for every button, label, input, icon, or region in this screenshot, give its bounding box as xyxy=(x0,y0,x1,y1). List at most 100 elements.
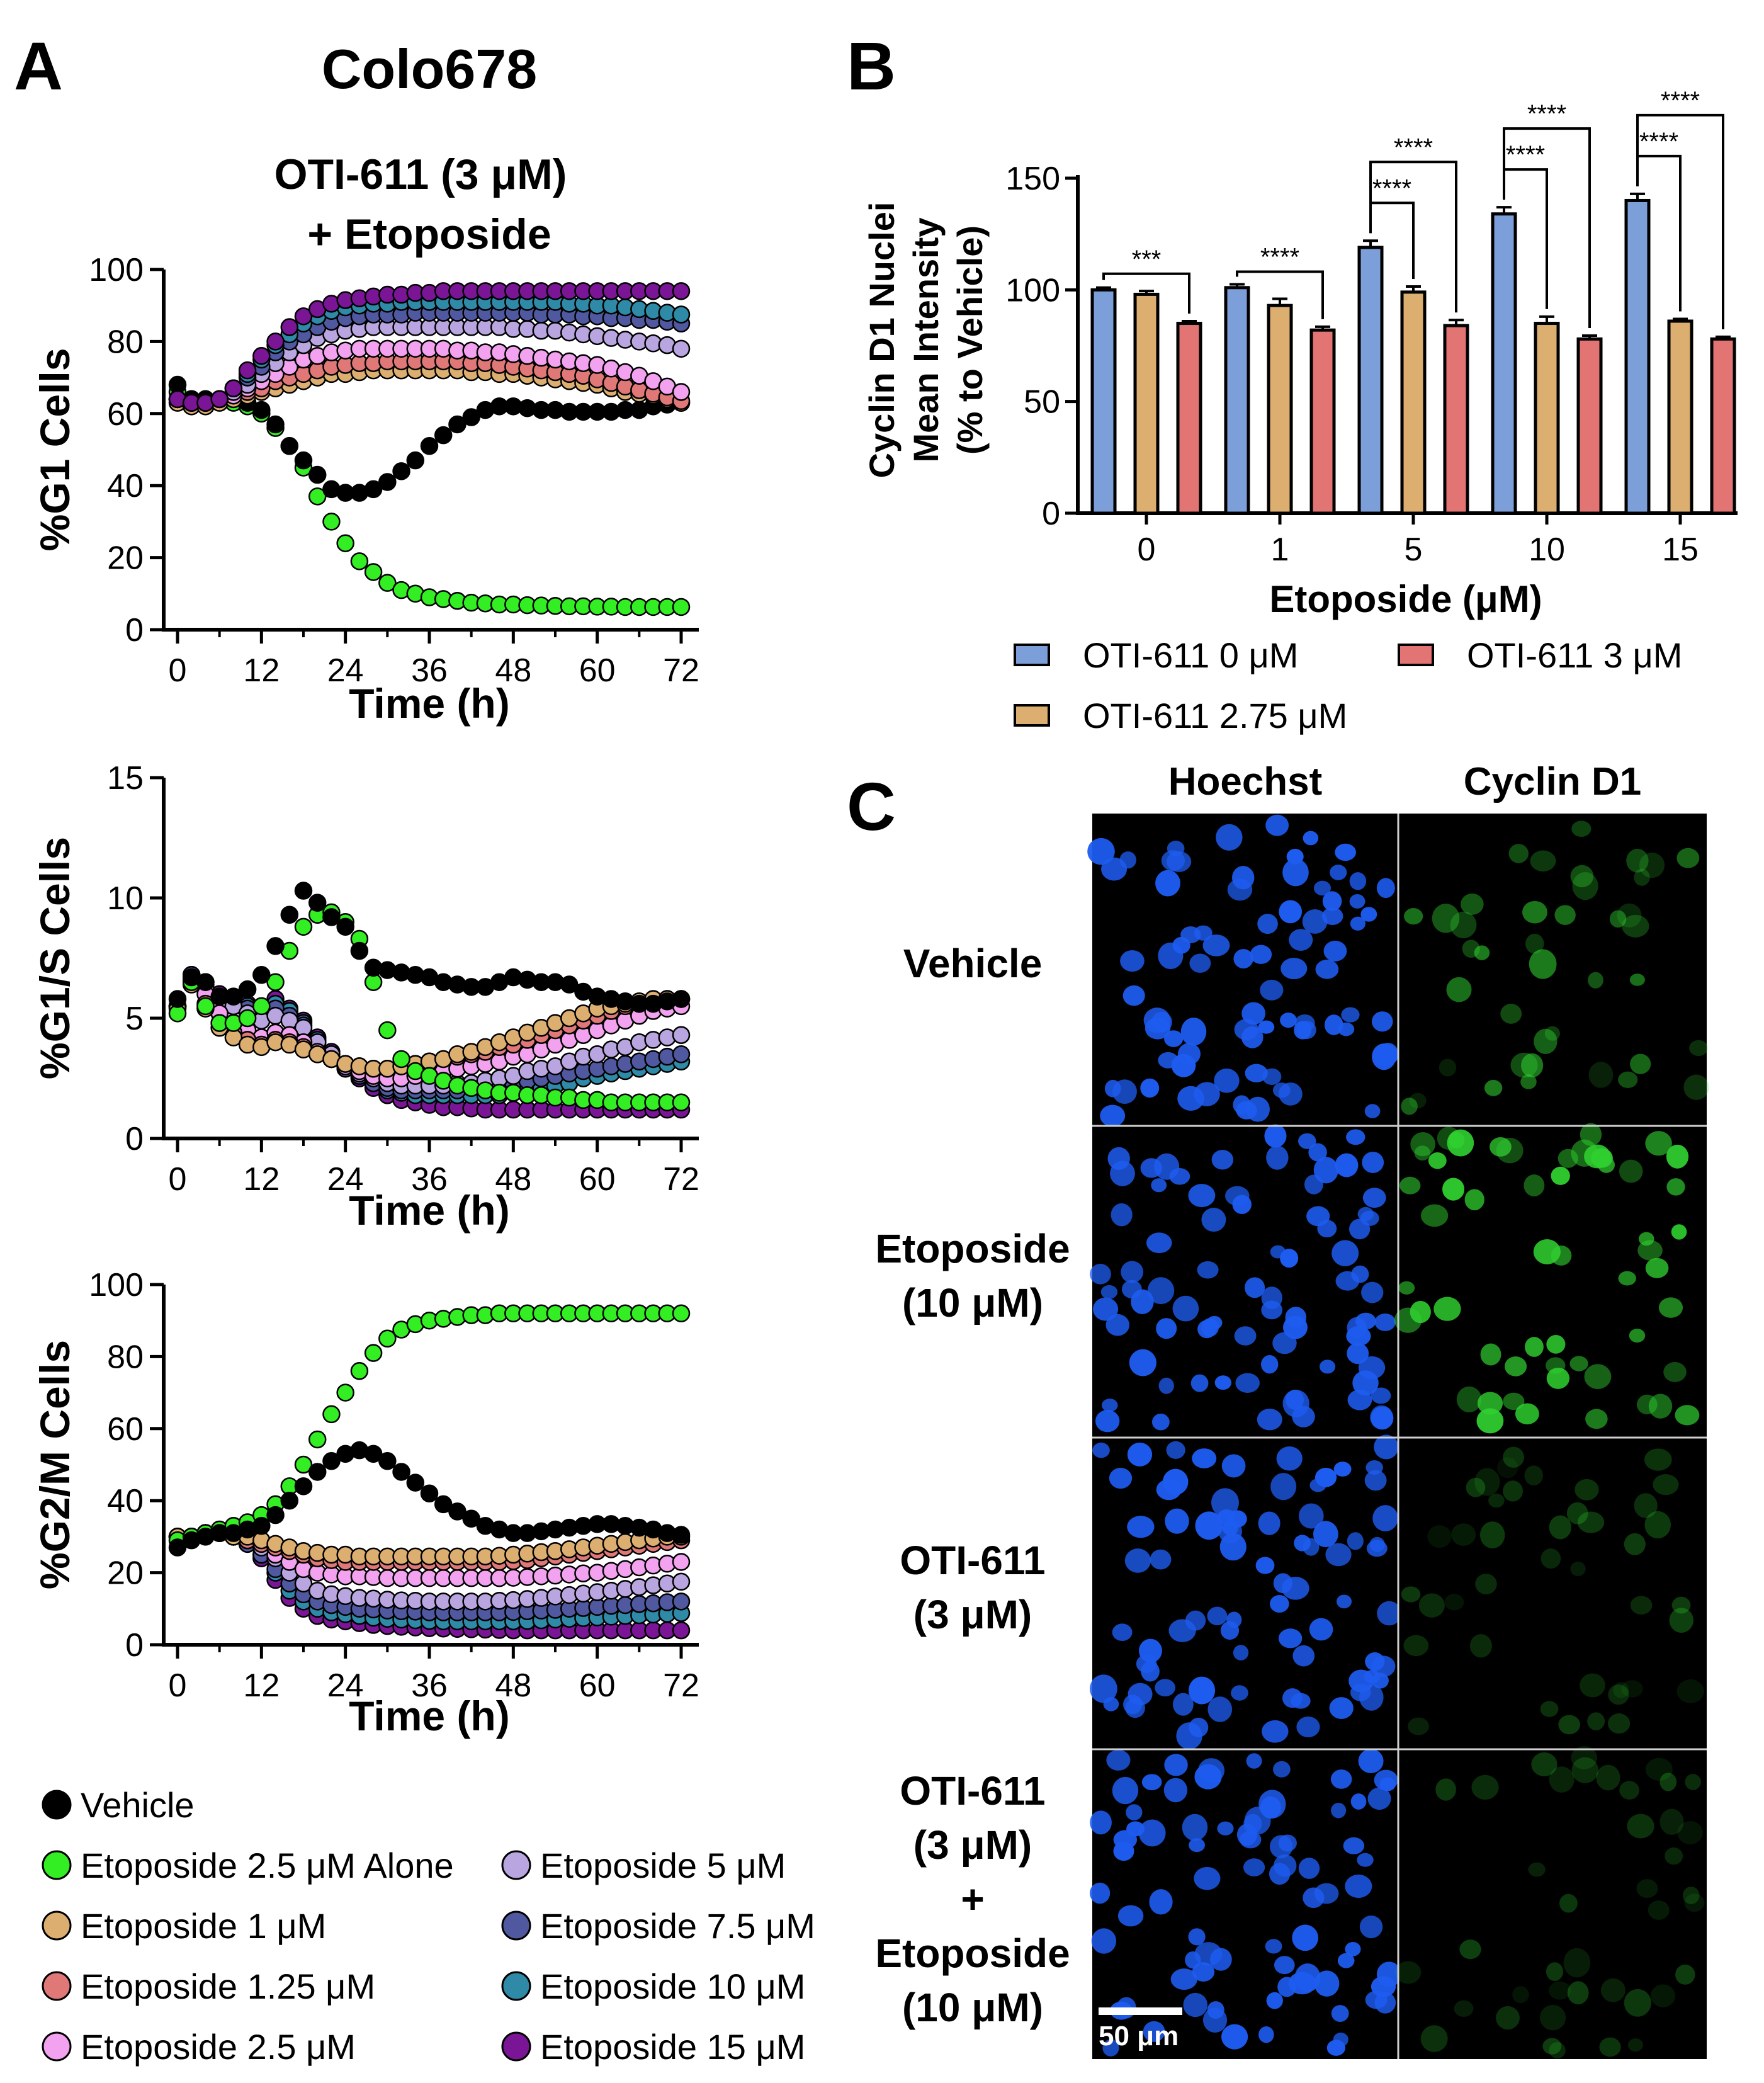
nucleus-green xyxy=(1584,1364,1612,1389)
nucleus-blue xyxy=(1211,1150,1234,1170)
nucleus-blue xyxy=(1331,1240,1359,1266)
data-point-vehicle xyxy=(420,1484,439,1503)
nucleus-green xyxy=(1663,1362,1687,1382)
nucleus-green xyxy=(1645,1131,1672,1156)
data-point-eto_alone xyxy=(364,1344,383,1362)
nucleus-blue xyxy=(1233,949,1253,969)
nucleus-blue xyxy=(1172,1295,1199,1322)
data-point-vehicle xyxy=(280,437,299,455)
nucleus-green xyxy=(1596,1764,1620,1791)
x-tick-label: 48 xyxy=(495,652,531,689)
nucleus-green xyxy=(1524,1174,1545,1196)
bar-bar_3 xyxy=(1176,322,1202,515)
nucleus-green xyxy=(1408,1717,1429,1735)
nucleus-blue xyxy=(1089,1882,1111,1904)
treatment-title-line2: + Etoposide xyxy=(307,210,551,258)
nucleus-blue xyxy=(1320,1359,1336,1374)
legend-marker-eto_15 xyxy=(501,2031,531,2062)
nucleus-blue xyxy=(1240,1830,1262,1849)
legend-marker-eto_10 xyxy=(501,1971,531,2001)
nucleus-green xyxy=(1394,1307,1422,1333)
nucleus-green xyxy=(1444,1594,1464,1611)
nucleus-green xyxy=(1621,1680,1643,1698)
nucleus-green xyxy=(1571,820,1592,837)
y-tick-label: 80 xyxy=(107,1339,144,1375)
data-point-eto_alone xyxy=(294,917,313,936)
nucleus-green xyxy=(1524,1465,1544,1485)
data-point-vehicle xyxy=(462,1509,480,1528)
nucleus-blue xyxy=(1362,1188,1386,1208)
nucleus-blue xyxy=(1234,1019,1258,1040)
nucleus-green xyxy=(1570,1561,1586,1576)
nucleus-blue xyxy=(1346,1326,1371,1346)
data-point-vehicle xyxy=(238,980,257,999)
nucleus-blue xyxy=(1158,1377,1174,1394)
nucleus-blue xyxy=(1331,1802,1347,1819)
nucleus-blue xyxy=(1207,1696,1233,1722)
nucleus-blue xyxy=(1371,1387,1391,1404)
x-tick-label: 12 xyxy=(243,1667,280,1704)
x-tick-label: 60 xyxy=(579,1161,616,1198)
legend-label-bar_0: OTI-611 0 μM xyxy=(1083,635,1298,675)
bar-y-label-line2: Mean Intensity xyxy=(906,218,946,463)
bar-x-tick-label: 15 xyxy=(1662,531,1699,568)
nucleus-blue xyxy=(1343,1837,1365,1854)
nucleus-green xyxy=(1474,1468,1500,1496)
nucleus-blue xyxy=(1274,1956,1295,1975)
data-point-vehicle xyxy=(266,937,285,955)
nucleus-blue xyxy=(1113,1830,1138,1849)
nucleus-blue xyxy=(1089,1674,1117,1703)
nucleus-blue xyxy=(1129,1349,1156,1376)
nucleus-green xyxy=(1600,1978,1625,2002)
data-point-vehicle xyxy=(294,882,313,900)
nucleus-blue xyxy=(1158,942,1184,970)
nucleus-green xyxy=(1629,1328,1646,1343)
nucleus-green xyxy=(1456,1386,1482,1412)
micrograph-row-labels: Vehicle Etoposide (10 μM) OTI-611 (3 μM) OTI-… xyxy=(875,941,1070,2030)
data-point-eto_15 xyxy=(672,1621,691,1640)
data-point-eto_alone xyxy=(350,1362,369,1380)
legend-marker-eto_1 xyxy=(42,1910,72,1941)
data-point-vehicle xyxy=(392,462,410,480)
data-point-eto_alone xyxy=(196,997,215,1016)
nucleus-blue xyxy=(1100,1104,1126,1127)
nucleus-blue xyxy=(1371,1011,1393,1032)
nucleus-green xyxy=(1549,1766,1575,1793)
nucleus-green xyxy=(1599,2037,1621,2057)
nucleus-blue xyxy=(1121,1261,1144,1283)
data-point-vehicle xyxy=(294,1477,313,1496)
nucleus-green xyxy=(1685,1774,1701,1790)
nucleus-blue xyxy=(1233,1645,1249,1660)
nucleus-blue xyxy=(1122,985,1145,1006)
scale-bar-label: 50 μm xyxy=(1099,2021,1179,2052)
row-label-text: + xyxy=(961,1876,984,1922)
data-point-vehicle xyxy=(378,473,397,491)
nucleus-green xyxy=(1658,1297,1683,1318)
nucleus-blue xyxy=(1245,1277,1265,1298)
row-label-text: Etoposide xyxy=(875,1226,1070,1271)
nucleus-blue xyxy=(1333,1462,1352,1477)
nucleus-green xyxy=(1551,1166,1570,1185)
bar-bar_0 xyxy=(1090,288,1117,515)
col-header-cyclin: Cyclin D1 xyxy=(1464,760,1642,803)
data-point-eto_alone xyxy=(672,598,691,616)
nucleus-blue xyxy=(1167,841,1185,856)
data-point-eto_15 xyxy=(224,379,243,398)
nucleus-green xyxy=(1666,1178,1685,1196)
bar-x-tick-label: 0 xyxy=(1138,531,1156,568)
nucleus-green xyxy=(1534,1028,1558,1054)
nucleus-green xyxy=(1548,1981,1571,2000)
nucleus-blue xyxy=(1146,1232,1172,1254)
nucleus-blue xyxy=(1309,1618,1333,1641)
sig-bracket xyxy=(1102,272,1190,314)
nucleus-blue xyxy=(1235,1373,1260,1393)
data-point-eto_alone xyxy=(378,1021,397,1040)
nucleus-green xyxy=(1580,1673,1605,1698)
legend-label-eto_15: Etoposide 15 μM xyxy=(540,2027,805,2067)
nucleus-blue xyxy=(1250,945,1272,964)
nucleus-blue xyxy=(1103,1697,1119,1711)
nucleus-blue xyxy=(1245,1096,1270,1122)
data-point-eto_15 xyxy=(210,390,229,409)
g2m-y-label: %G2/M Cells xyxy=(31,1340,78,1589)
data-point-vehicle xyxy=(672,1526,691,1544)
